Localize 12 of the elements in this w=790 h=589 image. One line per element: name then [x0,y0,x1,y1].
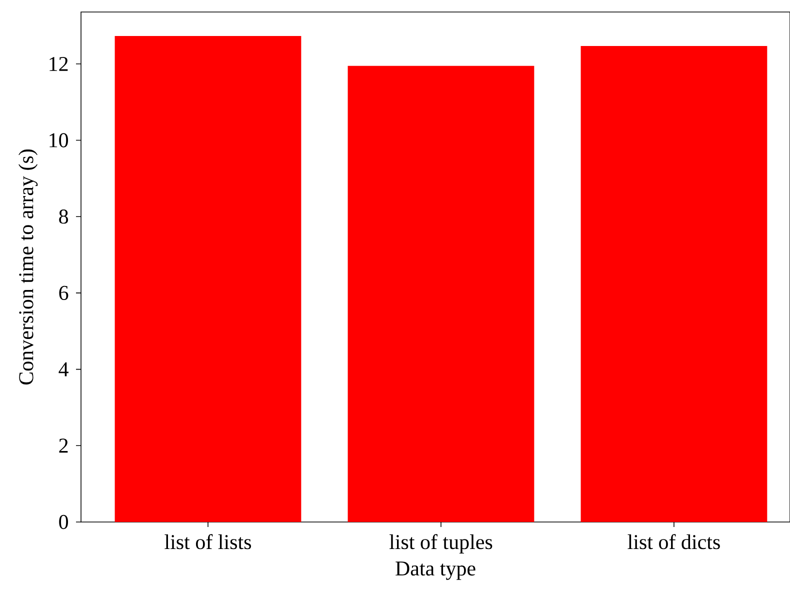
y-tick-label: 8 [59,210,68,224]
y-axis-title: Conversion time to array (s) [18,150,38,385]
y-tick-label: 0 [59,514,68,530]
y-tick-label: 2 [59,438,68,453]
x-tick-label: list of tuples [389,534,492,554]
x-tick-label: list of lists [164,534,252,550]
y-tick-label: 4 [58,362,68,376]
x-tick-label: list of dicts [628,534,720,550]
y-tick-label: 10 [50,133,68,148]
y-tick-label: 12 [50,56,68,71]
x-axis-title: Data type [396,562,476,580]
y-tick-label: 6 [59,286,68,300]
